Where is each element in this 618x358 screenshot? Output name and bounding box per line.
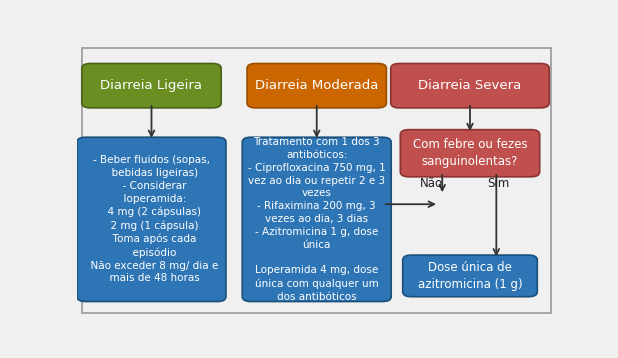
Text: Não: Não	[420, 177, 443, 190]
Text: Dose única de
azitromicina (1 g): Dose única de azitromicina (1 g)	[418, 261, 522, 291]
Text: Diarreia Ligeira: Diarreia Ligeira	[101, 79, 203, 92]
FancyBboxPatch shape	[391, 63, 549, 108]
Text: Sim: Sim	[488, 177, 510, 190]
FancyBboxPatch shape	[247, 63, 386, 108]
FancyBboxPatch shape	[242, 137, 391, 301]
FancyBboxPatch shape	[403, 255, 537, 297]
Text: Tratamento com 1 dos 3
antibóticos:
- Ciprofloxacina 750 mg, 1
vez ao dia ou rep: Tratamento com 1 dos 3 antibóticos: - Ci…	[248, 137, 386, 301]
Text: Diarreia Severa: Diarreia Severa	[418, 79, 522, 92]
FancyBboxPatch shape	[77, 137, 226, 301]
Text: Com febre ou fezes
sanguinolentas?: Com febre ou fezes sanguinolentas?	[413, 139, 527, 168]
Text: - Beber fluidos (sopas,
  bebidas ligeiras)
  - Considerar
  loperamida:
  4 mg : - Beber fluidos (sopas, bebidas ligeiras…	[85, 155, 219, 283]
FancyBboxPatch shape	[82, 48, 551, 313]
FancyBboxPatch shape	[400, 130, 540, 177]
Text: Diarreia Moderada: Diarreia Moderada	[255, 79, 378, 92]
FancyBboxPatch shape	[82, 63, 221, 108]
